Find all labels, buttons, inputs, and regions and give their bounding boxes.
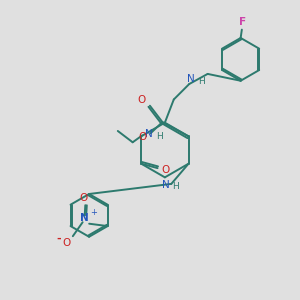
- Text: O: O: [137, 95, 146, 105]
- Text: N: N: [80, 213, 89, 224]
- Text: N: N: [162, 180, 170, 190]
- Text: N: N: [187, 74, 194, 84]
- Text: F: F: [239, 17, 246, 28]
- Text: O: O: [80, 194, 88, 203]
- Text: H: H: [156, 132, 162, 141]
- Text: -: -: [56, 234, 61, 244]
- Text: O: O: [138, 132, 146, 142]
- Text: H: H: [172, 182, 179, 191]
- Text: H: H: [198, 77, 205, 86]
- Text: +: +: [90, 208, 97, 217]
- Text: O: O: [161, 165, 170, 175]
- Text: O: O: [62, 238, 70, 248]
- Text: N: N: [145, 129, 153, 139]
